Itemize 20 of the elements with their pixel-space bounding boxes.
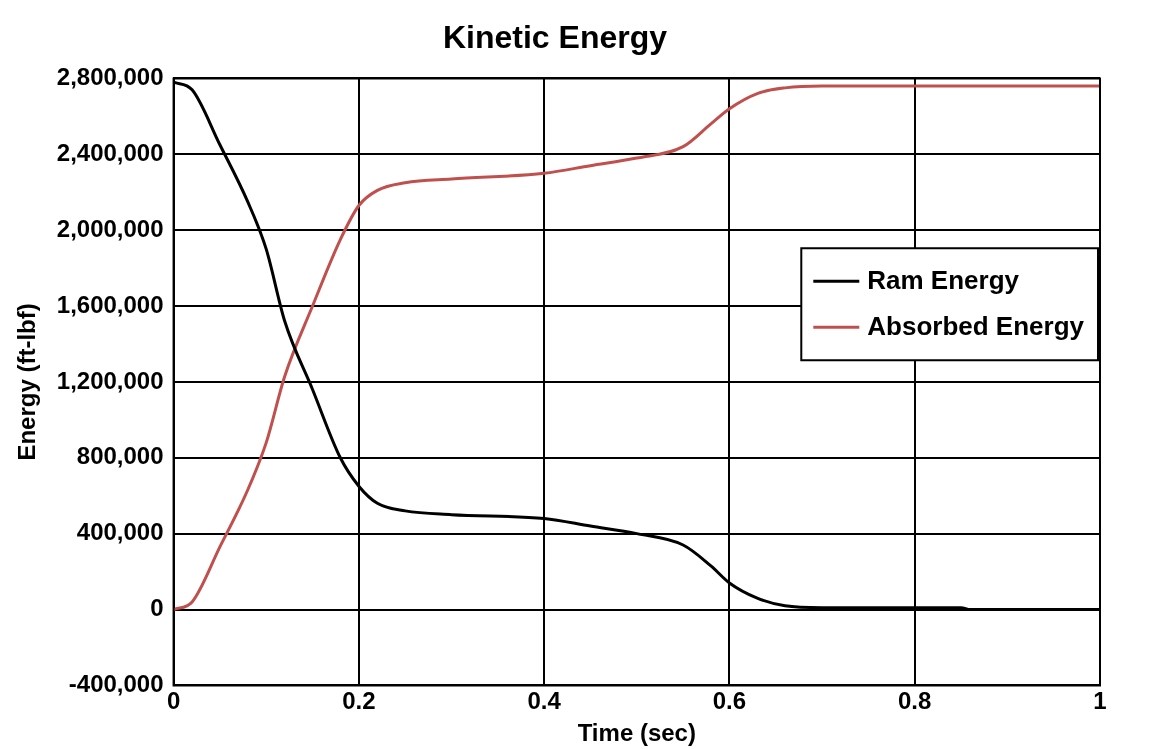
y-tick-label: 800,000 (76, 442, 164, 470)
y-tick-label: 1,600,000 (56, 290, 164, 318)
legend-label: Absorbed Energy (867, 310, 1085, 341)
x-tick-label: 0.8 (898, 687, 932, 715)
y-tick-label: 2,800,000 (56, 63, 164, 91)
x-tick-label: 0.4 (527, 687, 562, 715)
y-tick-label: 2,400,000 (56, 138, 164, 166)
y-tick-label: 1,200,000 (56, 366, 164, 394)
x-tick-label: 0.2 (342, 687, 376, 715)
x-tick-label: 0.6 (712, 687, 747, 715)
x-axis-title: Time (sec) (577, 719, 696, 747)
legend-label: Ram Energy (867, 264, 1020, 295)
y-tick-label: 400,000 (76, 518, 164, 546)
y-axis-title: Energy (ft-lbf) (13, 303, 41, 461)
y-tick-label: 2,000,000 (56, 214, 164, 242)
y-tick-label: 0 (150, 594, 164, 622)
y-tick-label: -400,000 (68, 670, 164, 698)
x-tick-label: 0 (166, 687, 181, 715)
x-tick-label: 1 (1093, 687, 1107, 715)
chart-title: Kinetic Energy (442, 19, 668, 56)
